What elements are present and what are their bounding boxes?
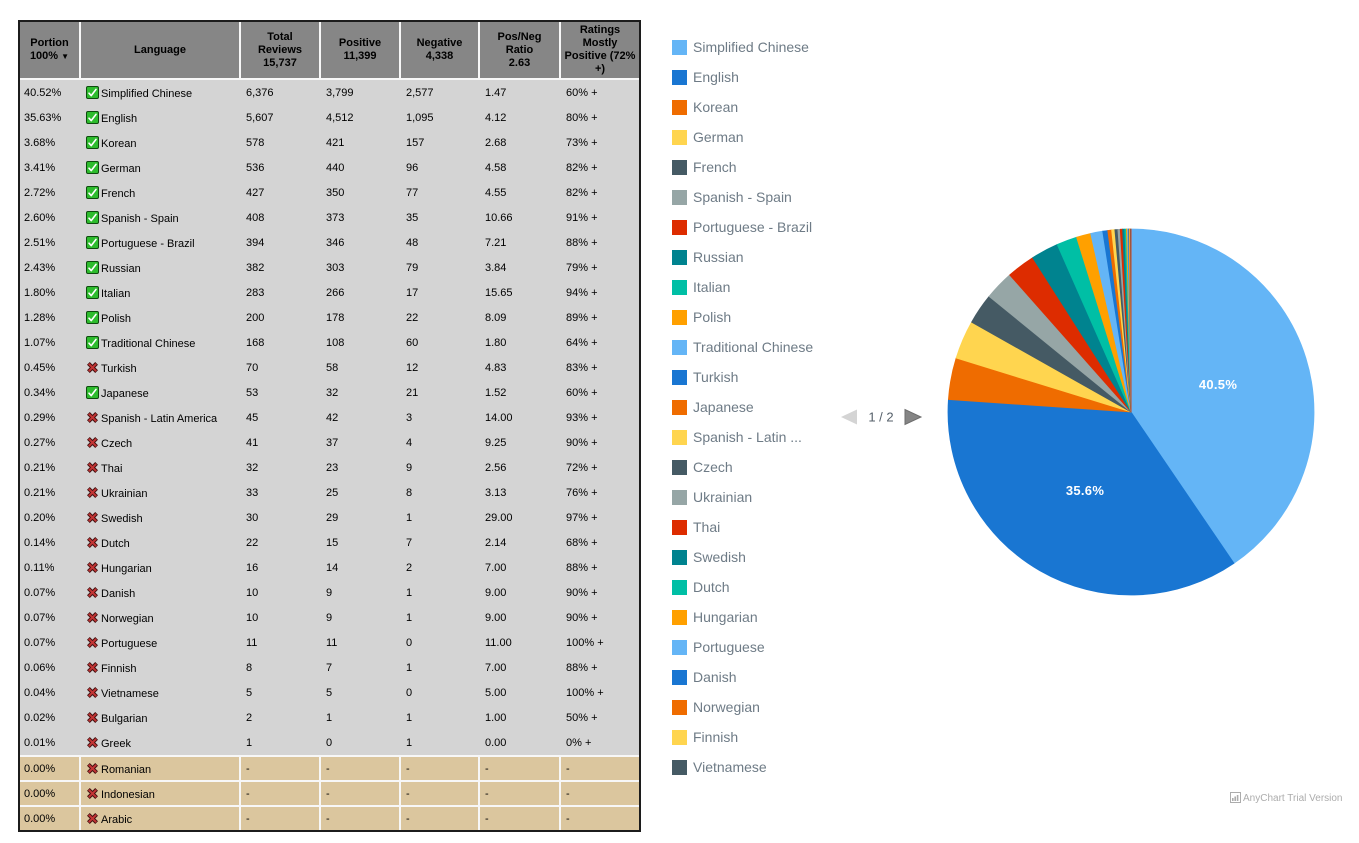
svg-text:40.5%: 40.5%	[1199, 377, 1238, 392]
svg-text:35.6%: 35.6%	[1066, 483, 1105, 498]
svg-text:1 / 2: 1 / 2	[868, 410, 893, 425]
